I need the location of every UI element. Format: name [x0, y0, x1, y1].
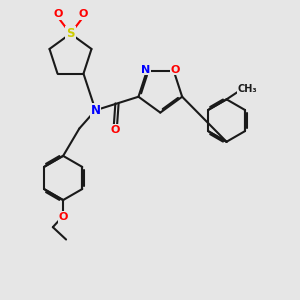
Text: S: S — [66, 27, 75, 40]
Text: O: O — [171, 64, 180, 75]
Text: O: O — [79, 9, 88, 19]
Text: O: O — [53, 9, 62, 19]
Text: CH₃: CH₃ — [237, 84, 257, 94]
Text: O: O — [58, 212, 68, 222]
Text: N: N — [91, 104, 100, 117]
Text: O: O — [111, 125, 120, 135]
Text: N: N — [141, 64, 150, 75]
